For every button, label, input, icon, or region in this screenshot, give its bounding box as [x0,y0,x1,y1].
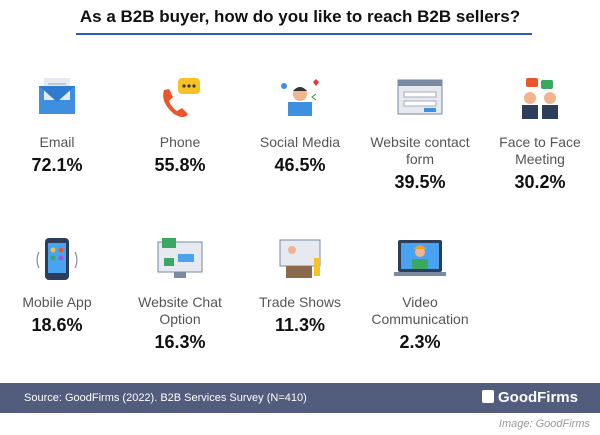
icon-shape [288,102,312,116]
icon-shape [178,254,194,262]
channel-value: 46.5% [274,155,326,175]
channel-icon [281,79,319,116]
icon-shape [163,89,188,117]
channel-value: 18.6% [31,315,83,335]
icon-shape [286,266,312,278]
icon-shape [39,86,75,102]
channel: Social Media 46.5% [238,72,362,176]
channel-icon [157,238,203,278]
channel-value: 55.8% [154,155,206,175]
channel-label: Website Chat Option [138,294,222,327]
channel-value: 11.3% [274,315,326,335]
icon-shape [36,251,78,269]
channel-value: 39.5% [394,172,446,192]
icon-shape [288,246,296,254]
channel-icon [36,238,78,280]
icon-shape [522,105,538,119]
icon-shape [164,258,174,266]
icon-shape [526,78,538,87]
icon-shape [403,91,437,98]
title: As a B2B buyer, how do you like to reach… [79,7,521,26]
icon-shape [281,83,287,89]
icon-shape [314,258,320,276]
channel-icon [394,240,446,276]
icon-shape [544,92,556,104]
channel-value: 30.2% [514,172,566,192]
icon-shape [50,247,56,253]
channel-value: 2.3% [399,332,441,352]
icon-shape [187,84,191,88]
channel: Website contact form 39.5% [358,72,482,193]
icon-shape [174,272,186,278]
channel-icon [163,78,200,117]
icon-shape [542,105,558,119]
channel: Mobile App 18.6% [0,232,119,336]
icon-shape [541,80,553,89]
brand-name: GoodFirms [497,389,578,406]
channel-value: 72.1% [31,155,83,175]
icon-shape [58,247,64,253]
channel-icon [522,78,558,119]
channel: Phone 55.8% [118,72,242,176]
channel-label: Video Communication [371,294,469,327]
icon-shape [192,84,196,88]
channel: Trade Shows 11.3% [238,232,362,336]
icon-shape [293,87,307,91]
title-underline [76,33,532,35]
icon-shape [424,108,436,112]
icon-shape [58,255,64,261]
icon-shape [162,238,176,248]
icon-shape [403,100,437,107]
icon-shape [524,92,536,104]
channel-label: Website contact form [370,134,470,167]
channel-label: Mobile App [22,294,92,310]
icon-shape [412,259,428,269]
icon-shape [414,245,426,249]
channel-icon [279,239,321,278]
channel-label: Phone [159,134,201,150]
channel-value: 16.3% [154,332,206,352]
icon-shape [311,93,317,101]
channel: Face to Face Meeting 30.2% [478,72,600,193]
channel: Email 72.1% [0,72,119,176]
channel-label: Email [39,134,75,150]
brand: GoodFirms [481,389,578,406]
icon-shape [50,255,56,261]
channel: Video Communication 2.3% [358,232,482,353]
channel-label: Trade Shows [259,294,341,310]
source: Source: GoodFirms (2022). B2B Services S… [24,392,307,404]
channel-icon [397,79,443,115]
brand-logo [481,390,494,403]
channel-label: Social Media [259,134,341,150]
icon-shape [394,272,446,276]
icon-shape [313,79,319,86]
channel-label: Face to Face Meeting [499,134,581,167]
channel-icon [39,78,75,114]
channel: Website Chat Option 16.3% [118,232,242,353]
credit: Image: GoodFirms [498,418,590,430]
icon-shape [398,80,442,86]
icon-shape [182,84,186,88]
footer: Source: GoodFirms (2022). B2B Services S… [0,383,600,413]
icon-shape [415,247,425,257]
